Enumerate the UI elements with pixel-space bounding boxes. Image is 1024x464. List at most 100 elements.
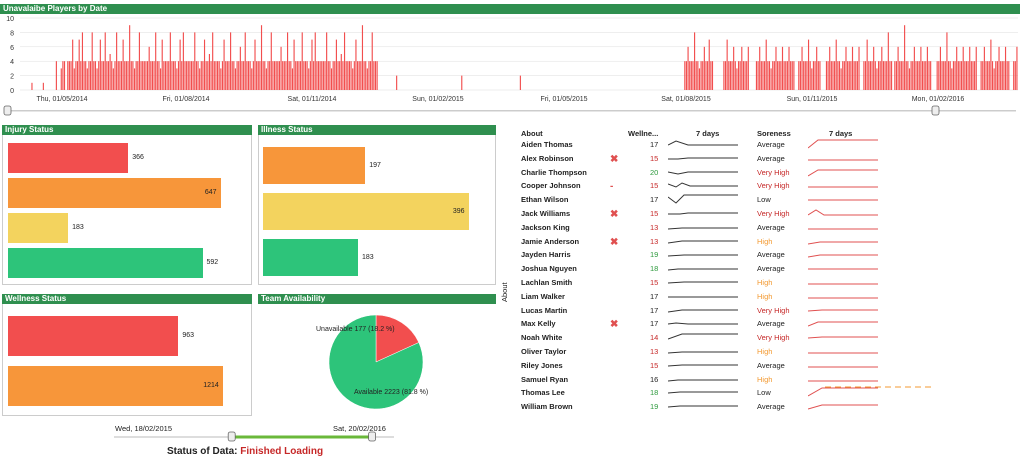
timeline-bar bbox=[877, 61, 880, 90]
timeline-bar bbox=[111, 61, 113, 90]
date-range-slider[interactable] bbox=[104, 431, 424, 445]
wellness-score: 15 bbox=[650, 153, 659, 163]
status-bar-orange[interactable]: 197 bbox=[263, 147, 381, 184]
timeline-bar bbox=[96, 68, 98, 90]
timeline-bar bbox=[353, 61, 355, 90]
header-soreness[interactable]: Soreness bbox=[757, 129, 791, 138]
timeline-bar bbox=[160, 68, 162, 90]
timeline-bar bbox=[327, 61, 329, 90]
bar-value-label: 963 bbox=[182, 332, 195, 339]
timeline-bar bbox=[244, 32, 246, 90]
timeline-bar bbox=[874, 61, 876, 90]
table-row[interactable]: Lucas Martin 17 Very High bbox=[518, 304, 898, 318]
timeline-bar bbox=[317, 61, 320, 90]
timeline-bar bbox=[856, 61, 858, 90]
table-row[interactable]: Jayden Harris 19 Average bbox=[518, 248, 898, 262]
timeline-bar bbox=[990, 39, 992, 90]
table-row[interactable]: Max Kelly ✖ 17 Average bbox=[518, 317, 898, 331]
timeline-bar bbox=[687, 46, 689, 90]
table-row[interactable]: Jack Williams ✖ 15 Very High bbox=[518, 207, 898, 221]
timeline-bar bbox=[267, 61, 269, 90]
table-row[interactable]: Alex Robinson ✖ 15 Average bbox=[518, 152, 898, 166]
table-row[interactable]: Ethan Wilson 17 Low bbox=[518, 193, 898, 207]
timeline-bar bbox=[343, 32, 346, 90]
table-row[interactable]: Oliver Taylor 13 High bbox=[518, 345, 898, 359]
status-bar-yellow[interactable]: 183 bbox=[8, 213, 84, 243]
timeline-bar bbox=[964, 61, 966, 90]
pie-slice[interactable] bbox=[328, 314, 424, 410]
timeline-bar bbox=[972, 61, 974, 90]
table-row[interactable]: Cooper Johnson - 15 Very High bbox=[518, 179, 898, 193]
range-start-label: Wed, 18/02/2015 bbox=[115, 424, 172, 433]
timeline-bar bbox=[887, 32, 889, 90]
timeline-bar bbox=[847, 61, 849, 90]
range-handle-end[interactable] bbox=[368, 431, 377, 442]
timeline-bar bbox=[355, 39, 357, 90]
timeline-bar bbox=[396, 75, 398, 90]
x-tick-label: Thu, 01/05/2014 bbox=[37, 96, 88, 103]
status-bar-red[interactable]: 366 bbox=[8, 143, 144, 173]
timeline-bar bbox=[374, 61, 377, 90]
soreness-sparkline bbox=[808, 268, 878, 270]
soreness-sparkline bbox=[808, 366, 878, 368]
timeline-bar bbox=[954, 61, 956, 90]
table-row[interactable]: Liam Walker 17 High bbox=[518, 290, 898, 304]
status-bar-green[interactable]: 183 bbox=[263, 239, 374, 276]
status-bar-yellow[interactable]: 396 bbox=[263, 193, 469, 230]
table-row[interactable]: William Brown 19 Average bbox=[518, 400, 898, 414]
soreness-level: High bbox=[757, 291, 773, 301]
status-bar-orange[interactable]: 1214 bbox=[8, 366, 223, 406]
wellness-score: 15 bbox=[650, 209, 659, 218]
table-row[interactable]: Riley Jones 15 Average bbox=[518, 359, 898, 373]
bar-value-label: 183 bbox=[72, 224, 84, 231]
timeline-bar bbox=[834, 61, 836, 90]
timeline-bar bbox=[700, 61, 702, 90]
header-7days-wellness[interactable]: 7 days bbox=[696, 129, 720, 138]
timeline-bar bbox=[804, 61, 806, 90]
timeline-bar bbox=[140, 61, 142, 90]
timeline-bar bbox=[855, 61, 857, 90]
timeline-bar bbox=[278, 61, 281, 90]
header-wellness[interactable]: Wellne... bbox=[628, 129, 659, 138]
timeline-bar bbox=[257, 61, 259, 90]
timeline-bar bbox=[690, 61, 692, 90]
header-7days-soreness[interactable]: 7 days bbox=[829, 129, 853, 138]
player-name: Max Kelly bbox=[521, 319, 556, 329]
wellness-sparkline bbox=[668, 296, 738, 298]
timeline-bar bbox=[264, 61, 266, 90]
status-bar-green[interactable]: 592 bbox=[8, 248, 218, 278]
timeline-range-slider[interactable] bbox=[0, 104, 1024, 118]
timeline-bar bbox=[926, 46, 928, 90]
timeline-bar bbox=[956, 46, 958, 90]
timeline-bar bbox=[843, 61, 845, 90]
status-bar-orange[interactable]: 647 bbox=[8, 178, 221, 208]
slider-handle-right[interactable] bbox=[931, 105, 940, 116]
table-row[interactable]: Lachlan Smith 15 High bbox=[518, 276, 898, 290]
slider-handle-left[interactable] bbox=[3, 105, 12, 116]
table-row[interactable]: Charlie Thompson 20 Very High bbox=[518, 166, 898, 180]
pie-slice[interactable] bbox=[375, 314, 420, 363]
timeline-bar bbox=[913, 46, 915, 90]
data-status: Status of Data: Finished Loading bbox=[0, 446, 490, 457]
timeline-bar bbox=[830, 61, 832, 90]
table-row[interactable]: Jamie Anderson ✖ 13 High bbox=[518, 235, 898, 249]
status-bar-red[interactable]: 963 bbox=[8, 316, 194, 356]
range-handle-start[interactable] bbox=[227, 431, 236, 442]
timeline-bar bbox=[270, 32, 272, 90]
timeline-bar bbox=[969, 46, 971, 90]
table-row[interactable]: Samuel Ryan 16 High bbox=[518, 373, 898, 387]
table-row[interactable]: Aiden Thomas 17 Average bbox=[518, 138, 898, 152]
wellness-sparkline bbox=[668, 140, 738, 146]
timeline-bar bbox=[104, 32, 106, 90]
header-about[interactable]: About bbox=[521, 129, 543, 138]
table-row[interactable]: Noah White 14 Very High bbox=[518, 331, 898, 345]
timeline-bar bbox=[218, 61, 220, 90]
table-row[interactable]: Thomas Lee 18 Low bbox=[518, 386, 898, 400]
timeline-bar bbox=[116, 32, 118, 90]
timeline-bar bbox=[695, 61, 697, 90]
table-row[interactable]: Joshua Nguyen 18 Average bbox=[518, 262, 898, 276]
player-name: Lachlan Smith bbox=[521, 278, 573, 287]
table-row[interactable]: Jackson King 13 Average bbox=[518, 221, 898, 235]
timeline-bar bbox=[962, 46, 964, 90]
wellness-title: Wellness Status bbox=[2, 294, 252, 304]
